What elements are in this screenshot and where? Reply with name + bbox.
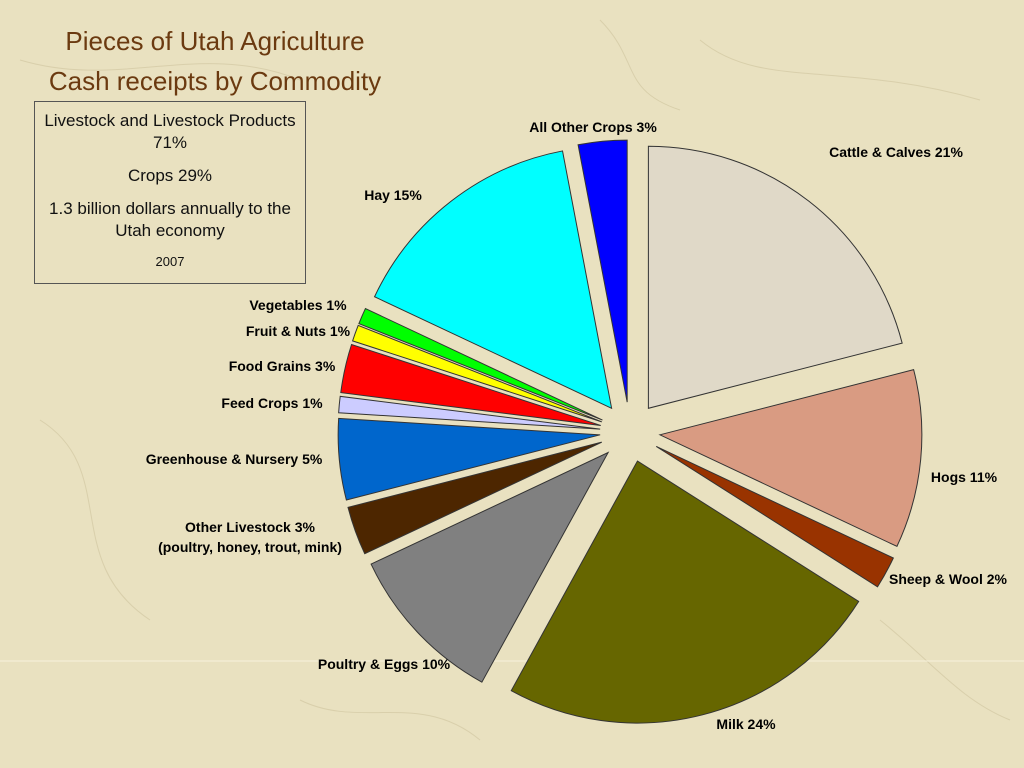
pie-slice-9 xyxy=(351,324,602,423)
pie-slice-12 xyxy=(577,139,628,403)
slice-label-6: Greenhouse & Nursery 5% xyxy=(146,451,323,467)
slice-label-1: Hogs 11% xyxy=(931,469,998,485)
slice-label-7: Feed Crops 1% xyxy=(221,395,323,411)
chart-title: Pieces of Utah Agriculture xyxy=(65,26,365,56)
pie-slice-4 xyxy=(370,451,610,683)
slice-label-11: Hay 15% xyxy=(364,187,422,203)
pie-slice-6 xyxy=(337,417,601,501)
pie-slice-1 xyxy=(658,369,923,548)
chart-subtitle: Cash receipts by Commodity xyxy=(48,66,382,96)
slice-label-3: Milk 24% xyxy=(716,716,776,732)
pie-slice-2 xyxy=(656,446,895,588)
slice-label-10: Vegetables 1% xyxy=(249,297,347,313)
slice-label-8: Food Grains 3% xyxy=(229,358,336,374)
pie-slice-3 xyxy=(510,460,860,724)
pie-slice-5 xyxy=(347,441,602,555)
slice-label-0: Cattle & Calves 21% xyxy=(829,144,963,160)
slice-label-12: All Other Crops 3% xyxy=(529,119,657,135)
slice-label-5-detail: (poultry, honey, trout, mink) xyxy=(158,539,342,555)
crops-share-text: Crops 29% xyxy=(127,166,213,185)
slice-label-2: Sheep & Wool 2% xyxy=(889,571,1008,587)
livestock-share-text: Livestock and Livestock Products 71% xyxy=(44,111,296,152)
pie-slice-8 xyxy=(340,343,601,426)
slice-label-9: Fruit & Nuts 1% xyxy=(246,323,351,339)
slice-label-5: Other Livestock 3% xyxy=(185,519,315,535)
pie-slice-7 xyxy=(338,395,601,430)
year-text: 2007 xyxy=(155,254,185,269)
pie-slice-10 xyxy=(358,307,603,421)
slice-label-4: Poultry & Eggs 10% xyxy=(318,656,451,672)
pie-slice-11 xyxy=(373,150,613,410)
economic-value-text: 1.3 billion dollars annually to the Utah… xyxy=(49,199,291,240)
pie-slice-0 xyxy=(647,145,903,409)
summary-box: Livestock and Livestock Products 71% Cro… xyxy=(34,101,306,284)
